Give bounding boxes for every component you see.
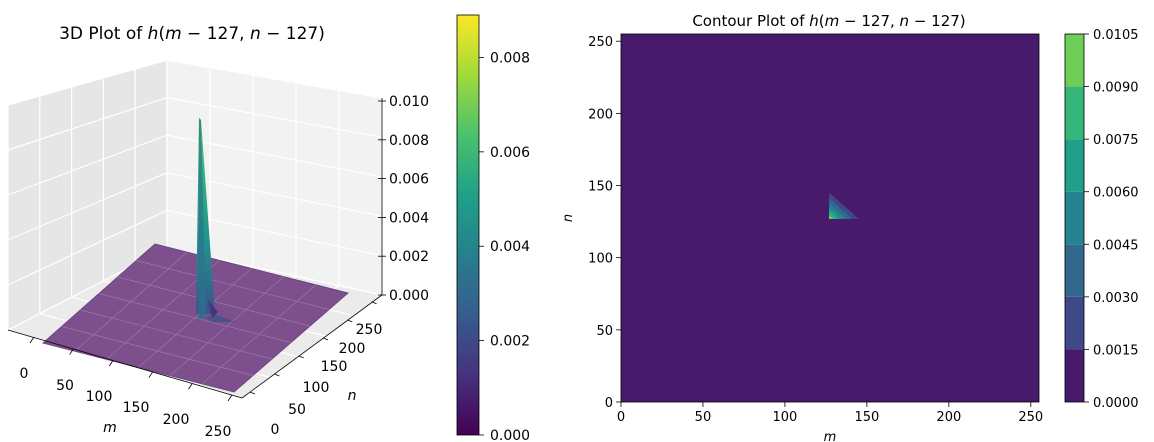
contour-band <box>829 215 834 219</box>
surface-grid <box>61 251 330 385</box>
y-axis-line <box>241 294 383 399</box>
y-tick-mark-3d <box>274 373 280 377</box>
y-ticks-3d: 0 50 100 150 200 250 <box>249 301 383 438</box>
x-ticks-3d: 0 50 100 150 200 250 <box>20 336 233 440</box>
y-tick-label-3d: 50 <box>288 402 306 418</box>
x-tick-mark-3d <box>188 383 193 390</box>
x-tick-label-3d: 150 <box>123 400 150 416</box>
colorbar-contour-band <box>1065 349 1084 402</box>
x-tick-mark-3d <box>69 348 74 355</box>
colorbar-contour <box>1064 33 1085 403</box>
z-tick-label-3d: 0.004 <box>389 210 429 226</box>
y-tick-label-contour: 0 <box>605 396 613 411</box>
colorbar-3d-tick-label: 0.002 <box>490 334 530 350</box>
x-tick-mark-3d <box>227 394 233 402</box>
x-tick-label-contour: 200 <box>936 410 961 425</box>
x-tick-label-contour: 150 <box>854 410 879 425</box>
x-tick-mark-3d <box>29 336 35 344</box>
title-contour: Contour Plot of h(m − 127, n − 127) <box>692 12 965 30</box>
colorbar-contour-tick-label: 0.0105 <box>1093 28 1139 43</box>
colorbar-contour-tick-label: 0.0090 <box>1093 81 1139 96</box>
x-tick-label-3d: 50 <box>56 378 74 394</box>
x-tick-mark-3d <box>108 359 114 367</box>
x-axis-label-3d: m <box>103 420 117 436</box>
colorbar-contour-tick-label: 0.0000 <box>1093 396 1139 411</box>
colorbar-3d <box>456 14 480 436</box>
colorbar-3d-tick-label: 0.000 <box>490 428 530 442</box>
y-tick-label-contour: 200 <box>588 107 613 122</box>
y-tick-mark-3d <box>249 391 256 395</box>
colorbar-3d-tick-label: 0.006 <box>490 145 530 161</box>
y-tick-label-3d: 100 <box>303 380 330 396</box>
y-tick-label-3d: 0 <box>271 422 280 438</box>
x-tick-label-3d: 100 <box>86 389 113 405</box>
y-tick-label-3d: 200 <box>339 341 366 357</box>
y-tick-mark-3d <box>371 301 377 305</box>
y-axis-label-contour: n <box>561 214 576 222</box>
colorbar-contour-band <box>1065 139 1084 192</box>
x-tick-label-contour: 0 <box>617 410 625 425</box>
x-tick-label-3d: 250 <box>205 424 232 440</box>
y-tick-label-contour: 150 <box>588 180 613 195</box>
x-axis-line <box>7 329 243 399</box>
colorbar-contour-tick-label: 0.0075 <box>1093 133 1139 148</box>
x-tick-label-contour: 50 <box>695 410 712 425</box>
z-tick-label-3d: 0.002 <box>389 249 429 265</box>
colorbar-contour-tick-label: 0.0030 <box>1093 291 1139 306</box>
x-tick-label-3d: 0 <box>20 366 29 382</box>
x-tick-label-contour: 250 <box>1018 410 1043 425</box>
x-tick-label-contour: 100 <box>773 410 798 425</box>
y-tick-mark-3d <box>322 337 329 341</box>
y-tick-label-contour: 250 <box>588 35 613 50</box>
y-tick-mark-3d <box>347 319 353 323</box>
x-axis-label-contour: m <box>824 430 837 442</box>
plot-3d: 3D Plot of h(m − 127, n − 127) 0 50 100 150… <box>7 14 530 442</box>
contour-band <box>829 217 831 219</box>
z-tick-label-3d: 0.008 <box>389 133 429 149</box>
colorbar-contour-band <box>1065 244 1084 297</box>
colorbar-ticks-3d: 0.000 0.002 0.004 0.006 0.008 <box>479 50 530 442</box>
title-3d: 3D Plot of h(m − 127, n − 127) <box>59 24 325 44</box>
z-tick-label-3d: 0.006 <box>389 172 429 188</box>
y-tick-mark-3d <box>298 355 304 359</box>
surface-peak <box>196 118 235 322</box>
colorbar-3d-tick-label: 0.004 <box>490 239 530 255</box>
z-tick-label-3d: 0.000 <box>389 288 429 304</box>
plot-contour: Contour Plot of h(m − 127, n − 127) 0 50 1… <box>561 12 1139 442</box>
y-tick-label-3d: 250 <box>356 322 383 338</box>
x-ticks-contour: 0 50 100 150 200 250 <box>617 402 1043 425</box>
z-tick-label-3d: 0.010 <box>389 94 429 110</box>
x-tick-mark-3d <box>148 371 154 378</box>
contour-region <box>829 192 859 219</box>
colorbar-contour-tick-label: 0.0015 <box>1093 343 1139 358</box>
x-tick-label-3d: 200 <box>163 412 190 428</box>
y-tick-label-contour: 50 <box>596 324 613 339</box>
z-ticks-3d: 0.000 0.002 0.004 0.006 0.008 0.010 <box>378 94 429 304</box>
y-tick-label-3d: 150 <box>321 359 348 375</box>
colorbar-contour-tick-label: 0.0045 <box>1093 238 1139 253</box>
colorbar-ticks-contour: 0.0000 0.0015 0.0030 0.0045 0.0060 0.0075 0.00… <box>1084 28 1139 411</box>
colorbar-contour-tick-label: 0.0060 <box>1093 186 1139 201</box>
colorbar-contour-band <box>1065 191 1084 245</box>
colorbar-contour-band <box>1065 34 1084 87</box>
y-tick-label-contour: 100 <box>588 252 613 267</box>
colorbar-contour-band <box>1065 296 1084 350</box>
y-ticks-contour: 0 50 100 150 200 250 <box>588 35 621 411</box>
y-axis-label-3d: n <box>348 388 357 404</box>
colorbar-3d-tick-label: 0.008 <box>490 50 530 66</box>
colorbar-contour-band <box>1065 86 1084 140</box>
